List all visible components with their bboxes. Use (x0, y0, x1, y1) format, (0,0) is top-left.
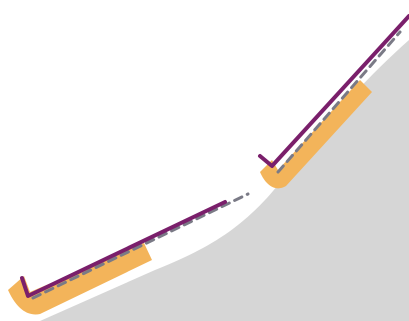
terrain-slope (40, 40, 409, 321)
lower-guide-dashed-line (31, 192, 250, 300)
lower-support-pad (8, 243, 152, 315)
lower-barrier-line (20, 200, 227, 298)
upper-barrier-line (258, 14, 409, 168)
upper-guide-dashed-line (276, 30, 402, 174)
